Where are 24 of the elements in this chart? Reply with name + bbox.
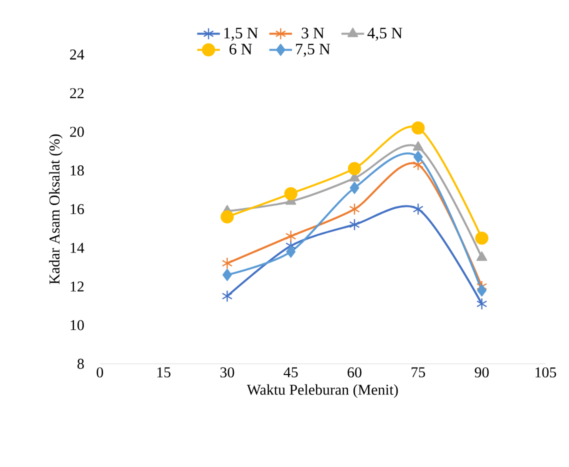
y-tick-label: 8 [77,358,84,369]
x-tick-label: 30 [220,367,234,378]
y-tick-label: 16 [70,204,84,214]
x-tick-label: 0 [96,367,104,378]
legend-label: 7,5 N [296,44,330,57]
y-tick-label: 20 [70,126,84,137]
legend-label: 4,5 N [367,28,402,41]
y-tick-label: 24 [70,50,84,60]
y-tick-label: 14 [70,242,84,253]
x-tick-label: 90 [474,367,489,378]
y-tick-label: 22 [70,88,84,98]
x-tick-label: 15 [157,367,170,378]
x-tick-label: 45 [284,367,298,378]
y-tick-label: 12 [70,282,84,292]
y-tick-label: 18 [70,166,84,176]
legend-label: 3 N [302,28,324,39]
x-tick-label: 60 [348,367,362,378]
y-tick-label: 10 [70,320,84,330]
y-axis-title: Kadar Asam Oksalat (%) [49,134,63,284]
legend-label: 6 N [230,44,252,55]
x-tick-label: 105 [536,367,556,378]
x-axis-title: Waktu Peleburan (Menit) [246,384,398,398]
legend-label: 1,5 N [224,28,258,41]
x-tick-label: 75 [412,367,426,378]
